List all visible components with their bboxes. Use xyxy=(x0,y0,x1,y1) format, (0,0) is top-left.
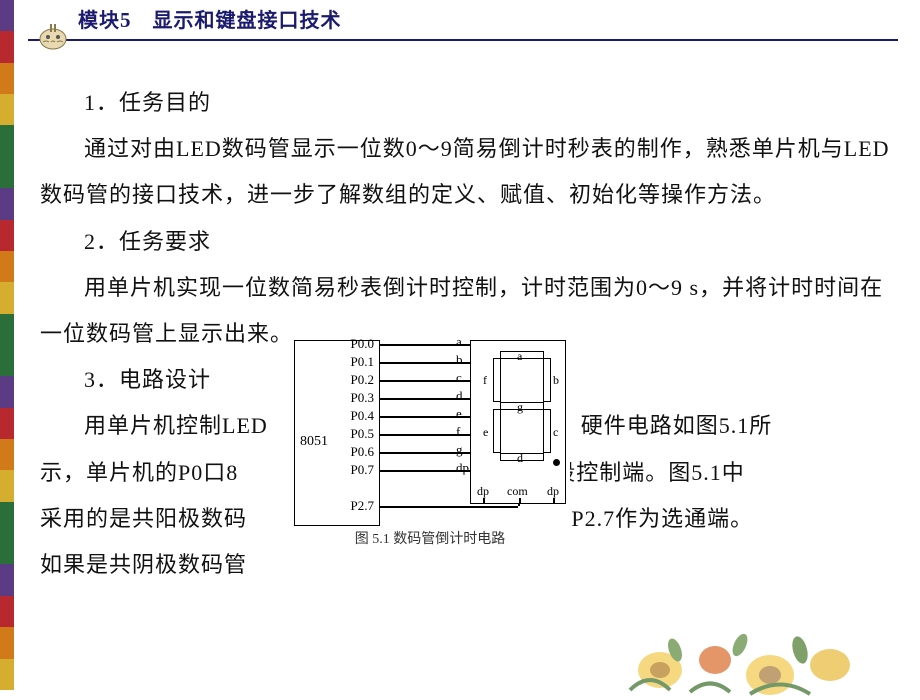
seg-e-label: e xyxy=(483,425,488,440)
wire-seg-label-g: g xyxy=(456,442,463,458)
p5-right: )接P2.7作为选通端。 xyxy=(540,506,753,531)
wire-seg-label-b: b xyxy=(456,352,463,368)
chip-8051-label: 8051 xyxy=(300,434,328,450)
seg-f-label: f xyxy=(483,373,487,388)
pin-label-P0-7: P0.7 xyxy=(351,462,374,478)
decimal-point xyxy=(553,459,560,466)
p4-left: 示，单片机的P0口8 xyxy=(40,460,238,485)
dp-label-right: dp xyxy=(547,484,559,499)
pin-label-P0-0: P0.0 xyxy=(351,336,374,352)
dp-label-left: dp xyxy=(477,484,489,499)
segment-e xyxy=(493,409,501,453)
wire-seg-label-f: f xyxy=(456,424,460,440)
seg-a-label: a xyxy=(517,349,522,364)
header-clip-icon xyxy=(38,24,68,50)
wire-seg-label-e: e xyxy=(456,406,462,422)
pin-label-P0-6: P0.6 xyxy=(351,444,374,460)
seg-g-label: g xyxy=(517,400,523,415)
heading-1: 1．任务目的 xyxy=(40,80,890,126)
paragraph-3-line4: 如果是共阴极数码管 xyxy=(40,542,890,588)
p3-left: 用单片机控制LED xyxy=(84,413,268,438)
p4-right: 段控制端。图5.1中 xyxy=(553,460,745,485)
wire-P2-7 xyxy=(380,506,518,508)
p3-right: 硬件电路如图5.1所 xyxy=(581,413,773,438)
paragraph-1: 通过对由LED数码管显示一位数0～9简易倒计时秒表的制作，熟悉单片机与LED数码… xyxy=(40,126,890,218)
module-number: 5 xyxy=(120,8,132,32)
wire-seg-label-c: c xyxy=(456,370,462,386)
seg-c-label: c xyxy=(553,425,558,440)
segment-f xyxy=(493,358,501,402)
chapter-title: 模块5 显示和键盘接口技术 xyxy=(18,4,898,39)
seven-segment-box: a f b g e c d dp com dp xyxy=(470,340,566,504)
wire-p27-vertical xyxy=(518,504,520,506)
seg-d-label: d xyxy=(517,451,523,466)
pin-label-P0-1: P0.1 xyxy=(351,354,374,370)
segment-c xyxy=(543,409,551,453)
pin-label-P2-7: P2.7 xyxy=(351,498,374,514)
seg-b-label: b xyxy=(553,373,559,388)
segment-b xyxy=(543,358,551,402)
pin-label-P0-4: P0.4 xyxy=(351,408,374,424)
wire-seg-label-a: a xyxy=(456,334,462,350)
heading-2: 2．任务要求 xyxy=(40,219,890,265)
pin-label-P0-5: P0.5 xyxy=(351,426,374,442)
seven-segment-display: a f b g e c d xyxy=(497,351,547,461)
decorative-stripe xyxy=(0,0,14,690)
header-underline xyxy=(28,39,898,41)
wire-seg-label-dp: dp xyxy=(456,460,469,476)
wire-seg-label-d: d xyxy=(456,388,463,404)
page-header: 模块5 显示和键盘接口技术 xyxy=(18,4,898,41)
p6-left: 如果是共阴极数码管 xyxy=(40,552,247,577)
p5-left: 采用的是共阳极数码 xyxy=(40,506,247,531)
diagram-caption: 图 5.1 数码管倒计时电路 xyxy=(290,528,570,548)
com-label: com xyxy=(507,484,528,499)
module-title: 显示和键盘接口技术 xyxy=(153,10,342,32)
module-prefix: 模块 xyxy=(78,10,120,32)
circuit-diagram: 8051 P0.0 a P0.1 b P0.2 c P0.3 d P0.4 e P0.5 f P0.6 g… xyxy=(290,338,570,548)
decorative-flowers xyxy=(620,620,880,700)
pin-label-P0-2: P0.2 xyxy=(351,372,374,388)
pin-label-P0-3: P0.3 xyxy=(351,390,374,406)
